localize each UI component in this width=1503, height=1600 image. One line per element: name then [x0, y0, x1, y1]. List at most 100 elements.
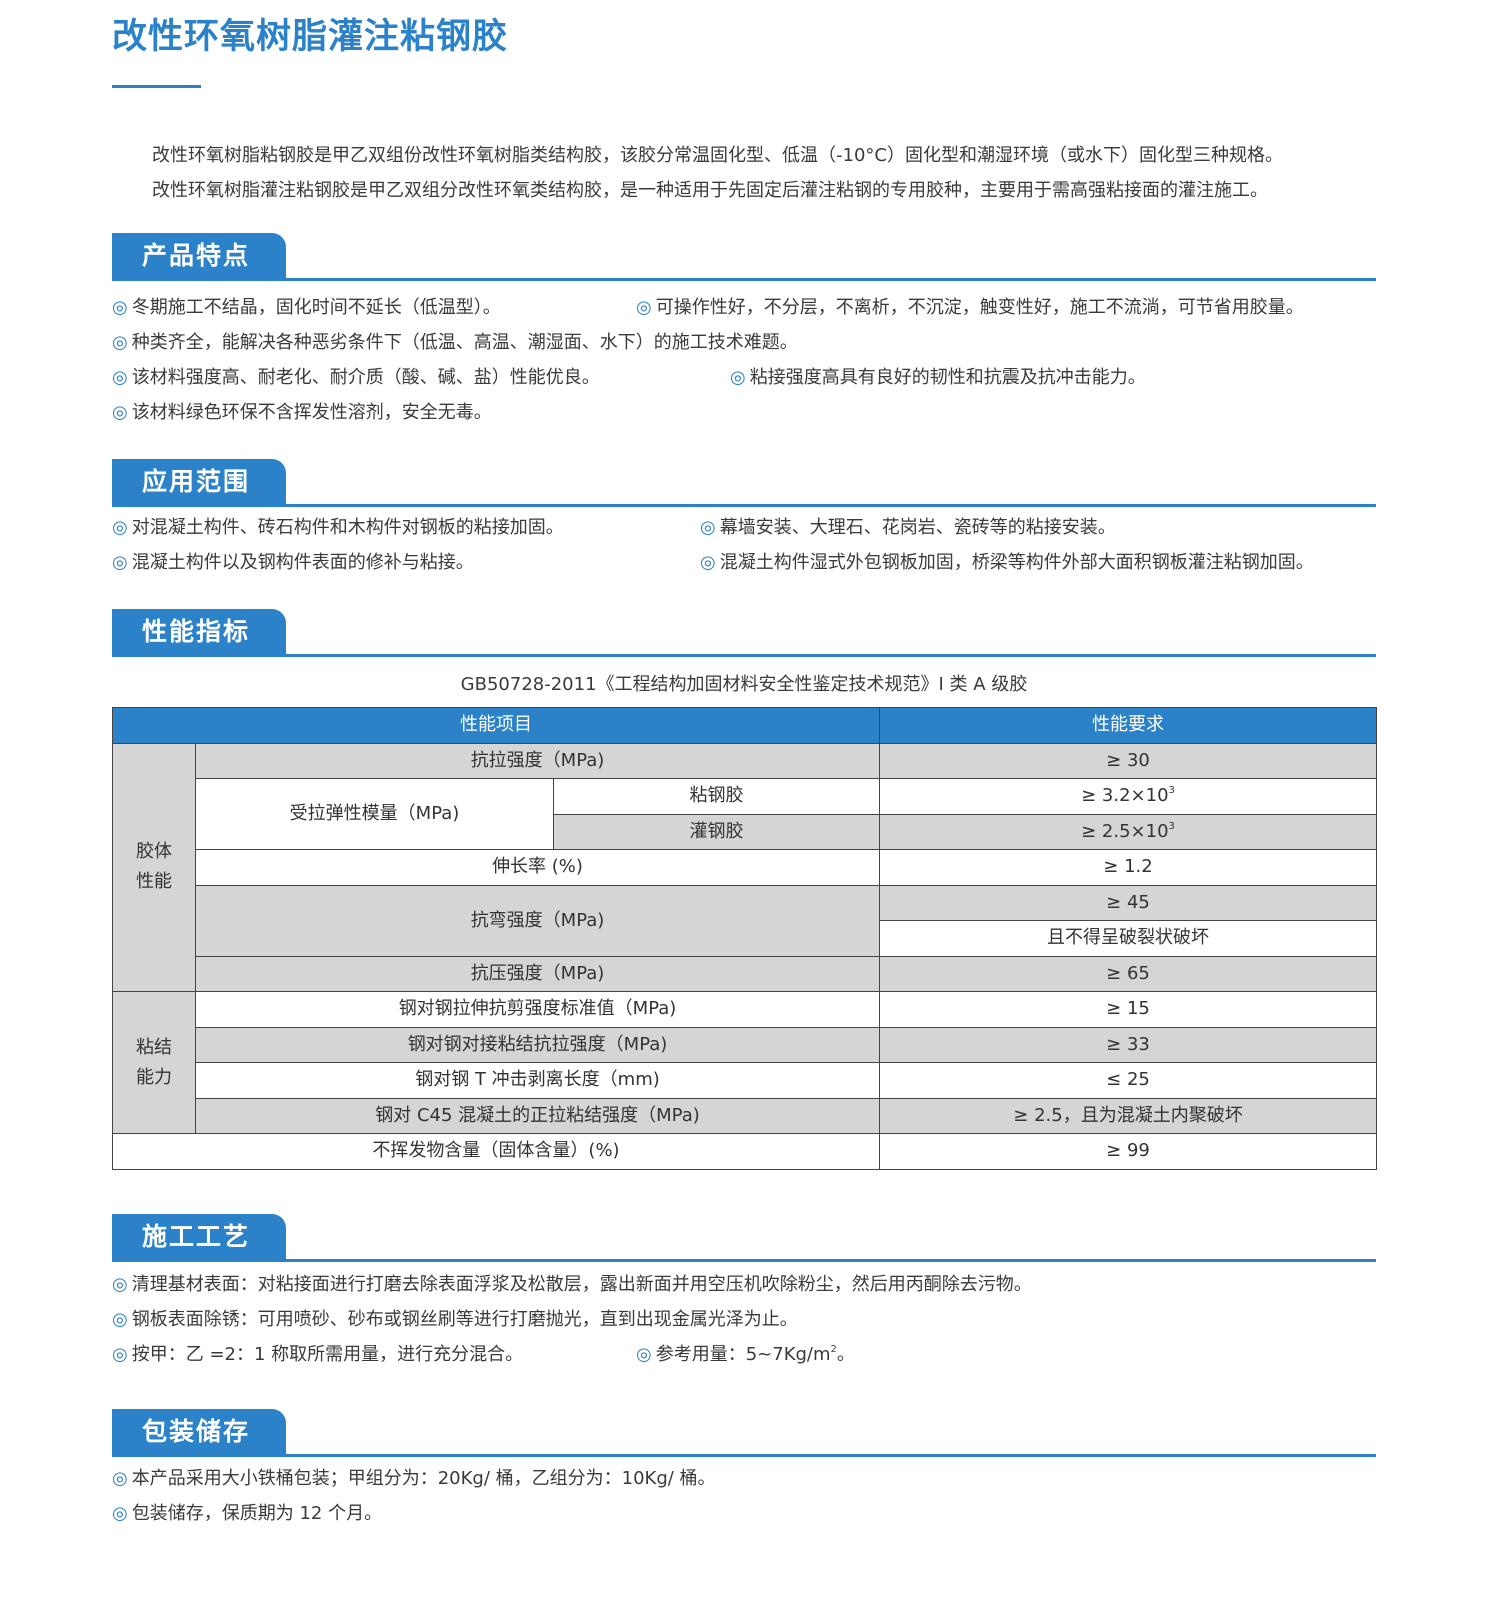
item-cell: 抗拉强度（MPa): [194, 742, 881, 779]
title-underline: [112, 85, 201, 88]
bullet-icon: ◎: [730, 367, 746, 388]
section-rule: [112, 1454, 1376, 1457]
header-cell: 性能要求: [879, 707, 1378, 744]
value-cell: ≥ 45: [879, 884, 1378, 921]
bullet-icon: ◎: [112, 297, 128, 318]
header-cell: 性能项目: [111, 707, 881, 744]
group-cell: 胶体性能: [112, 742, 196, 992]
bullet-icon: ◎: [112, 402, 128, 423]
list-item: ◎ 粘接强度高具有良好的韧性和抗震及抗冲击能力。: [730, 360, 1146, 395]
table-row: 胶体性能 抗拉强度（MPa) ≥ 30: [112, 742, 1378, 992]
intro-paragraph: 改性环氧树脂粘钢胶是甲乙双组份改性环氧树脂类结构胶，该胶分常温固化型、低温（-1…: [152, 138, 1283, 208]
value-cell: ≥ 1.2: [879, 849, 1378, 886]
table-row: 抗弯强度（MPa) ≥ 45: [113, 884, 1378, 957]
bullet-icon: ◎: [112, 1503, 128, 1524]
item-text: 粘接强度高具有良好的韧性和抗震及抗冲击能力。: [749, 367, 1146, 388]
section-rule: [112, 1259, 1376, 1262]
performance-table: 性能项目 性能要求 胶体性能 抗拉强度（MPa) ≥ 30 受拉弹性模量（MPa) 粘钢…: [111, 707, 1378, 1170]
table-header-row: 性能项目 性能要求: [111, 707, 1378, 744]
value-cell: ≤ 25: [879, 1062, 1378, 1099]
bullet-icon: ◎: [112, 1344, 128, 1365]
list-item: ◎ 对混凝土构件、砖石构件和木构件对钢板的粘接加固。: [112, 510, 564, 545]
table-row: 钢对钢 T 冲击剥离长度（mm) ≤ 25: [113, 1062, 1378, 1099]
list-item: ◎ 幕墙安装、大理石、花岗岩、瓷砖等的粘接安装。: [700, 510, 1116, 545]
item-cell: 钢对钢 T 冲击剥离长度（mm): [194, 1062, 881, 1099]
value-cell: 且不得呈破裂状破坏: [879, 920, 1378, 957]
item-cell: 钢对 C45 混凝土的正拉粘结强度（MPa): [194, 1097, 881, 1134]
list-item: ◎ 混凝土构件湿式外包钢板加固，桥梁等构件外部大面积钢板灌注粘钢加固。: [700, 545, 1314, 580]
item-cell: 伸长率 (%): [194, 849, 881, 886]
superscript: 2: [830, 1344, 837, 1355]
value-cell: ≥ 3.2×103: [879, 778, 1378, 815]
list-item: ◎ 该材料绿色环保不含挥发性溶剂，安全无毒。: [112, 395, 492, 430]
item-text: 冬期施工不结晶，固化时间不延长（低温型）。: [131, 297, 501, 318]
table-row: 灌钢胶 ≥ 2.5×103: [113, 813, 1378, 850]
section-rule: [112, 654, 1376, 657]
bullet-icon: ◎: [112, 517, 128, 538]
group-label: 粘结能力: [136, 1036, 172, 1088]
bullet-icon: ◎: [112, 552, 128, 573]
intro-line: 改性环氧树脂粘钢胶是甲乙双组份改性环氧树脂类结构胶，该胶分常温固化型、低温（-1…: [152, 145, 1283, 166]
bullet-icon: ◎: [112, 1468, 128, 1489]
item-text: 钢板表面除锈：可用喷砂、砂布或钢丝刷等进行打磨抛光，直到出现金属光泽为止。: [131, 1309, 798, 1330]
table-row: 粘结能力 钢对钢拉伸抗剪强度标准值（MPa) ≥ 15: [112, 991, 1378, 1134]
item-text: 该材料强度高、耐老化、耐介质（酸、碱、盐）性能优良。: [131, 367, 600, 388]
item-text: 对混凝土构件、砖石构件和木构件对钢板的粘接加固。: [131, 517, 564, 538]
section-header-performance: 性能指标: [112, 609, 1376, 657]
value-text: ≥ 2.5×10: [1081, 820, 1169, 842]
intro-line: 改性环氧树脂灌注粘钢胶是甲乙双组分改性环氧类结构胶，是一种适用于先固定后灌注粘钢…: [152, 180, 1268, 201]
value-cell: ≥ 2.5×103: [879, 813, 1378, 850]
item-cell: 钢对钢对接粘结抗拉强度（MPa): [194, 1026, 881, 1063]
group-cell: 粘结能力: [112, 991, 196, 1134]
bullet-icon: ◎: [112, 1309, 128, 1330]
table-row: 且不得呈破裂状破坏: [113, 920, 1378, 957]
bullet-icon: ◎: [112, 332, 128, 353]
item-cell: 不挥发物含量（固体含量）(%): [111, 1133, 881, 1170]
list-item: ◎ 按甲：乙 =2：1 称取所需用量，进行充分混合。: [112, 1337, 523, 1372]
page-title: 改性环氧树脂灌注粘钢胶: [112, 17, 509, 57]
item-text: 幕墙安装、大理石、花岗岩、瓷砖等的粘接安装。: [719, 517, 1116, 538]
item-text: 。: [836, 1344, 855, 1365]
item-text: 可操作性好，不分层，不离析，不沉淀，触变性好，施工不流淌，可节省用胶量。: [655, 297, 1304, 318]
list-item: ◎ 清理基材表面：对粘接面进行打磨去除表面浮浆及松散层，露出新面并用空压机吹除粉尘…: [112, 1267, 1032, 1302]
group-label: 胶体性能: [136, 841, 172, 893]
item-text: 混凝土构件湿式外包钢板加固，桥梁等构件外部大面积钢板灌注粘钢加固。: [719, 552, 1314, 573]
value-text: ≥ 3.2×10: [1081, 785, 1169, 807]
section-header-features: 产品特点: [112, 233, 1376, 281]
item-text: 种类齐全，能解决各种恶劣条件下（低温、高温、潮湿面、水下）的施工技术难题。: [131, 332, 798, 353]
table-row: 伸长率 (%) ≥ 1.2: [113, 849, 1378, 886]
bullet-icon: ◎: [112, 1274, 128, 1295]
item-text: 该材料绿色环保不含挥发性溶剂，安全无毒。: [131, 402, 492, 423]
item-text: 清理基材表面：对粘接面进行打磨去除表面浮浆及松散层，露出新面并用空压机吹除粉尘，…: [131, 1274, 1032, 1295]
bullet-icon: ◎: [700, 552, 716, 573]
section-title: 应用范围: [112, 459, 286, 505]
table-row: 钢对 C45 混凝土的正拉粘结强度（MPa) ≥ 2.5，且为混凝土内聚破坏: [113, 1097, 1378, 1134]
section-header-process: 施工工艺: [112, 1214, 1376, 1262]
list-item: ◎ 参考用量：5~7Kg/m2。: [636, 1337, 855, 1372]
value-cell: ≥ 65: [879, 955, 1378, 992]
item-cell: 抗弯强度（MPa): [194, 884, 881, 957]
list-item: ◎ 该材料强度高、耐老化、耐介质（酸、碱、盐）性能优良。: [112, 360, 600, 395]
superscript: 3: [1168, 820, 1175, 832]
list-item: ◎ 钢板表面除锈：可用喷砂、砂布或钢丝刷等进行打磨抛光，直到出现金属光泽为止。: [112, 1302, 798, 1337]
subitem-cell: 粘钢胶: [552, 778, 881, 815]
section-header-application: 应用范围: [112, 459, 1376, 507]
table-row: 受拉弹性模量（MPa) 粘钢胶 ≥ 3.2×103: [113, 778, 1378, 850]
section-rule: [112, 504, 1376, 507]
section-title: 施工工艺: [112, 1214, 286, 1260]
list-item: ◎ 混凝土构件以及钢构件表面的修补与粘接。: [112, 545, 474, 580]
section-rule: [112, 278, 1376, 281]
list-item: ◎ 包装储存，保质期为 12 个月。: [112, 1496, 382, 1531]
table-caption: GB50728-2011《工程结构加固材料安全性鉴定技术规范》I 类 A 级胶: [460, 674, 1028, 695]
section-header-storage: 包装储存: [112, 1409, 1376, 1457]
item-text: 参考用量：5~7Kg/m: [655, 1344, 831, 1365]
bullet-icon: ◎: [700, 517, 716, 538]
list-item: ◎ 种类齐全，能解决各种恶劣条件下（低温、高温、潮湿面、水下）的施工技术难题。: [112, 325, 798, 360]
item-text: 按甲：乙 =2：1 称取所需用量，进行充分混合。: [131, 1344, 524, 1365]
item-text: 包装储存，保质期为 12 个月。: [131, 1503, 383, 1524]
item-text: 本产品采用大小铁桶包装；甲组分为：20Kg/ 桶，乙组分为：10Kg/ 桶。: [131, 1468, 716, 1489]
list-item: ◎ 冬期施工不结晶，固化时间不延长（低温型）。: [112, 290, 501, 325]
section-title: 性能指标: [112, 609, 286, 655]
item-cell: 钢对钢拉伸抗剪强度标准值（MPa): [194, 991, 881, 1028]
list-item: ◎ 本产品采用大小铁桶包装；甲组分为：20Kg/ 桶，乙组分为：10Kg/ 桶。: [112, 1461, 716, 1496]
